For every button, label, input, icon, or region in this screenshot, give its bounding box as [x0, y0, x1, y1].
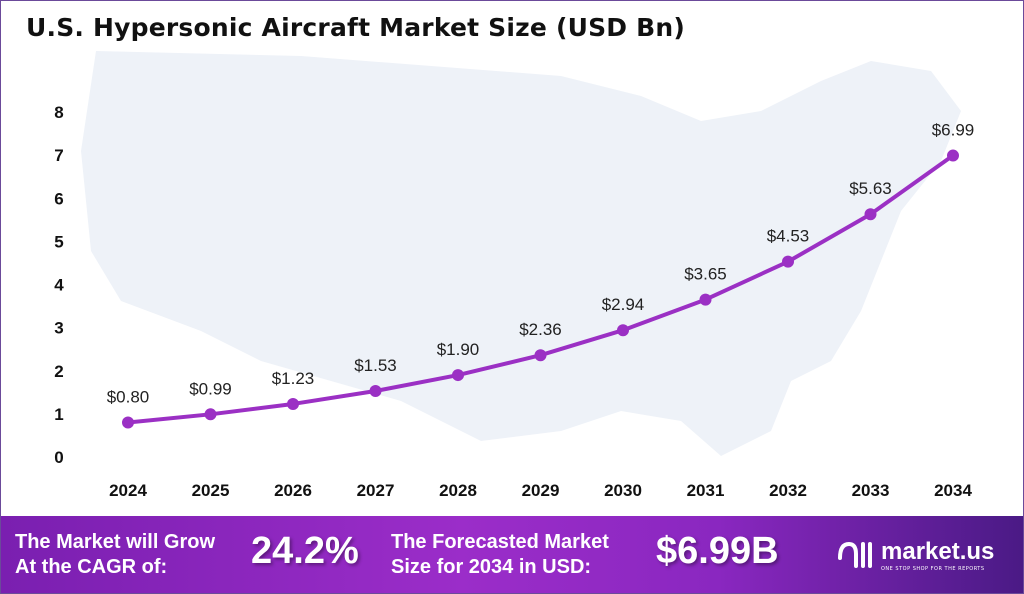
logo-tagline: ONE STOP SHOP FOR THE REPORTS: [881, 566, 985, 572]
x-tick-label: 2032: [769, 481, 807, 500]
y-tick-label: 3: [54, 319, 63, 338]
y-tick-label: 6: [54, 189, 63, 208]
data-label: $2.36: [519, 320, 562, 339]
forecast-label-line2: Size for 2034 in USD:: [391, 556, 592, 578]
data-label: $3.65: [684, 265, 727, 284]
footer-banner: The Market will Grow At the CAGR of: 24.…: [1, 516, 1023, 593]
data-point: [699, 293, 712, 306]
data-point: [204, 408, 217, 421]
data-label: $6.99: [932, 121, 975, 140]
data-point: [452, 369, 464, 382]
y-tick-label: 2: [54, 362, 63, 381]
x-tick-label: 2029: [522, 481, 560, 500]
x-tick-label: 2028: [439, 481, 477, 500]
data-point: [122, 416, 134, 429]
logo-text: market.us: [881, 538, 995, 565]
y-tick-label: 5: [54, 232, 63, 251]
y-tick-label: 1: [54, 405, 63, 424]
x-tick-label: 2024: [109, 481, 147, 500]
data-label: $1.90: [437, 340, 480, 359]
y-tick-label: 4: [54, 276, 64, 295]
x-tick-label: 2025: [192, 481, 230, 500]
market-us-logo-icon: [838, 541, 872, 568]
data-point: [369, 385, 382, 398]
x-tick-label: 2031: [687, 481, 725, 500]
data-label: $1.53: [354, 356, 397, 375]
data-label: $2.94: [602, 295, 645, 314]
data-label: $0.99: [189, 379, 232, 398]
data-label: $1.23: [272, 369, 315, 388]
chart-title: U.S. Hypersonic Aircraft Market Size (US…: [26, 13, 686, 42]
data-point: [287, 397, 299, 410]
x-tick-label: 2026: [274, 481, 312, 500]
data-point: [864, 208, 877, 221]
x-tick-label: 2027: [357, 481, 395, 500]
data-label: $4.53: [767, 227, 810, 246]
cagr-value: 24.2%: [251, 530, 359, 572]
forecast-value: $6.99B: [656, 530, 779, 572]
x-tick-label: 2030: [604, 481, 642, 500]
cagr-label-line1: The Market will Grow: [15, 531, 216, 553]
line-chart: 0 1 2 3 4 5 6 7 8 2024 2025 2026 2027 2028 2029 2030 203…: [54, 51, 975, 500]
x-tick-label: 2033: [852, 481, 890, 500]
y-tick-label: 7: [54, 146, 63, 165]
y-tick-label: 8: [54, 103, 63, 122]
data-point: [782, 255, 794, 268]
y-tick-label: 0: [54, 448, 63, 467]
data-point: [534, 349, 547, 362]
cagr-label-line2: At the CAGR of:: [15, 556, 168, 578]
data-point: [617, 324, 629, 337]
data-label: $0.80: [107, 388, 150, 407]
forecast-label-line1: The Forecasted Market: [391, 531, 609, 553]
x-tick-label: 2034: [934, 481, 972, 500]
us-map-background: [81, 51, 961, 456]
data-label: $5.63: [849, 179, 892, 198]
data-point: [947, 149, 959, 162]
